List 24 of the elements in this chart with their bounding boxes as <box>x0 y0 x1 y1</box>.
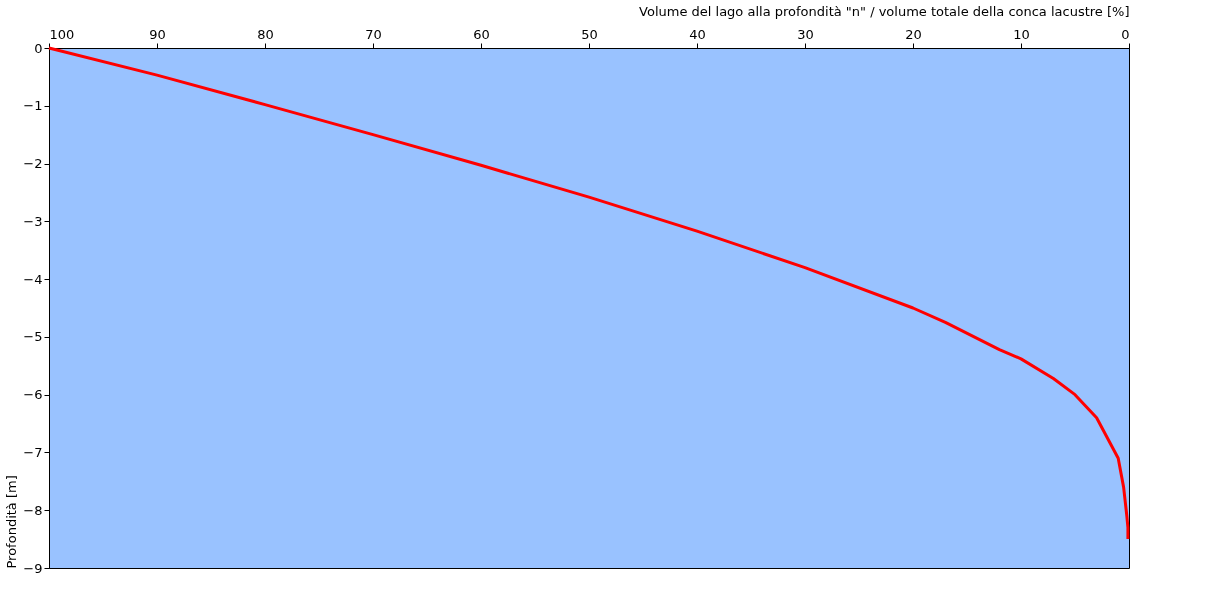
x-tick-label: 70 <box>365 26 382 42</box>
y-tick-label: −4 <box>23 271 43 287</box>
y-tick-label: −7 <box>23 444 43 460</box>
x-tick-label: 80 <box>257 26 274 42</box>
y-tick-label: −9 <box>23 560 43 576</box>
x-tick-label: 20 <box>905 26 922 42</box>
y-tick-label: −5 <box>23 329 43 345</box>
x-tick-label: 90 <box>149 26 166 42</box>
y-tick-label: 0 <box>34 40 43 56</box>
x-axis-title: Volume del lago alla profondità "n" / volume totale della conca lacustre [%] <box>639 3 1130 19</box>
x-tick-label: 0 <box>1121 26 1130 42</box>
line-series <box>47 46 1130 541</box>
y-tick-label: −1 <box>23 98 43 114</box>
y-tick-label: −3 <box>23 213 43 229</box>
y-tick-label: −8 <box>23 502 43 518</box>
x-tick-label: 50 <box>581 26 598 42</box>
x-tick-label: 40 <box>689 26 706 42</box>
x-tick-label: 10 <box>1013 26 1030 42</box>
x-tick-label: 60 <box>473 26 490 42</box>
y-axis-title: Profondità [m] <box>4 475 20 569</box>
y-tick-label: −6 <box>23 387 43 403</box>
x-tick-label: 30 <box>797 26 814 42</box>
x-tick-label: 100 <box>49 26 75 42</box>
y-tick-label: −2 <box>23 156 43 172</box>
